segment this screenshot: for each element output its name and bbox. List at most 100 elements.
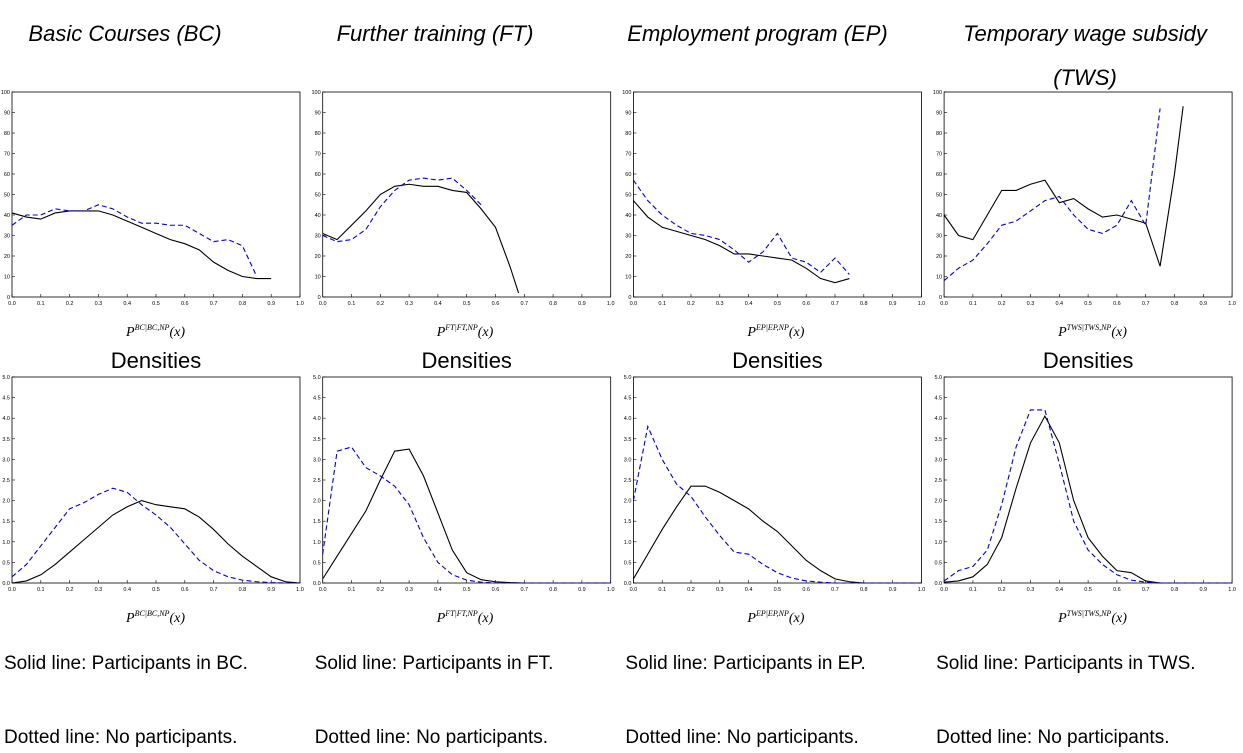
series-line (943, 106, 1184, 267)
series-line (943, 409, 1233, 584)
y-tick-label: 4.0 (934, 416, 942, 422)
series-line (322, 183, 520, 294)
y-tick-label: 90 (936, 111, 942, 117)
y-tick-label: 4.0 (2, 416, 10, 422)
x-axis-label: PEP|EP,NP(x) (746, 609, 804, 626)
x-tick-label: 0.1 (37, 587, 45, 593)
panel-title: Densities (111, 348, 201, 373)
x-tick-label: 0.0 (940, 301, 948, 307)
y-tick-label: 90 (625, 111, 631, 117)
x-tick-label: 0.7 (1142, 587, 1150, 593)
y-tick-label: 80 (315, 131, 321, 137)
y-tick-label: 2.5 (624, 478, 632, 484)
x-tick-label: 0.9 (889, 587, 897, 593)
panel: 0.0 0.1 0.2 0.3 0.4 0.5 0.6 0.7 0.8 0.9 1.0 0 10 20 30… (312, 90, 615, 340)
x-tick-label: 0.3 (1027, 587, 1035, 593)
y-tick-label: 70 (936, 152, 942, 158)
x-label-tail: (x) (1111, 611, 1127, 626)
series-line (632, 179, 850, 275)
x-tick-label: 0.9 (578, 587, 586, 593)
y-tick-label: 1.5 (934, 519, 942, 525)
x-label-base: P (746, 611, 756, 626)
x-tick-label: 0.0 (630, 301, 638, 307)
x-tick-label: 0.3 (716, 301, 724, 307)
x-tick-label: 1.0 (918, 301, 926, 307)
series-line (322, 177, 482, 243)
x-tick-label: 0.8 (860, 301, 868, 307)
x-axis-label: PBC|BC,NP(x) (125, 323, 185, 340)
y-tick-label: 3.5 (934, 437, 942, 443)
y-tick-label: 3.5 (2, 437, 10, 443)
y-tick-label: 100 (622, 90, 631, 96)
y-tick-label: 70 (625, 152, 631, 158)
panel: Densities 0.0 0.1 0.2 0.3 0.4 0.5 0.6 0.7 0.8 0.9 1… (2, 348, 303, 748)
x-label-base: P (436, 325, 446, 340)
y-tick-label: 1.5 (313, 519, 321, 525)
panel: 0.0 0.1 0.2 0.3 0.4 0.5 0.6 0.7 0.8 0.9 1.0 0 10 20 30… (933, 90, 1236, 340)
y-tick-label: 50 (315, 193, 321, 199)
x-tick-label: 0.1 (658, 301, 666, 307)
y-tick-label: 4.0 (313, 416, 321, 422)
x-tick-label: 0.4 (1055, 587, 1063, 593)
x-tick-label: 0.4 (1055, 301, 1063, 307)
x-tick-label: 0.2 (66, 301, 74, 307)
series-line (11, 487, 300, 584)
x-tick-label: 0.3 (405, 587, 413, 593)
x-tick-label: 0.8 (239, 301, 247, 307)
x-tick-label: 0.1 (37, 301, 45, 307)
x-label-sup: EP|EP,NP (755, 609, 789, 618)
x-tick-label: 0.8 (239, 587, 247, 593)
y-tick-label: 0 (939, 295, 942, 301)
x-tick-label: 1.0 (607, 587, 615, 593)
y-tick-label: 100 (933, 90, 942, 96)
y-tick-label: 4.0 (624, 416, 632, 422)
y-tick-label: 30 (936, 234, 942, 240)
y-tick-label: 3.0 (2, 457, 10, 463)
x-label-tail: (x) (478, 611, 494, 626)
y-tick-label: 30 (4, 234, 10, 240)
y-tick-label: 10 (625, 275, 631, 281)
panel: Densities 0.0 0.1 0.2 0.3 0.4 0.5 0.6 0.7 0.8 0.9 1… (624, 348, 925, 748)
x-tick-label: 0.3 (716, 587, 724, 593)
panel: 0.0 0.1 0.2 0.3 0.4 0.5 0.6 0.7 0.8 0.9 1.0 0 10 20 30… (1, 90, 304, 340)
y-tick-label: 0.0 (624, 581, 632, 587)
y-tick-label: 50 (936, 193, 942, 199)
x-tick-label: 0.9 (1199, 301, 1207, 307)
x-label-tail: (x) (789, 611, 805, 626)
series-line (322, 446, 611, 584)
x-label-sup: TWS|TWS,NP (1067, 609, 1112, 618)
x-tick-label: 0.0 (319, 587, 327, 593)
panel-title: Employment program (EP) (627, 21, 888, 46)
plot-frame (322, 376, 612, 584)
plot-frame (633, 376, 922, 584)
x-tick-label: 0.3 (1027, 301, 1035, 307)
y-tick-label: 40 (315, 213, 321, 219)
panel-title: Densities (732, 348, 822, 373)
x-label-base: P (1057, 611, 1067, 626)
x-tick-label: 0.1 (658, 587, 666, 593)
y-tick-label: 1.0 (624, 540, 632, 546)
y-tick-label: 5.0 (2, 375, 10, 381)
x-tick-label: 0.5 (463, 587, 471, 593)
panel-title: Densities (1043, 348, 1133, 373)
x-tick-label: 1.0 (607, 301, 615, 307)
series-line (11, 500, 301, 584)
x-label-base: P (746, 325, 756, 340)
x-tick-label: 0.4 (123, 587, 131, 593)
x-tick-label: 1.0 (296, 301, 304, 307)
y-tick-label: 3.0 (313, 457, 321, 463)
series-line (632, 424, 922, 584)
x-tick-label: 1.0 (296, 587, 304, 593)
x-label-sup: BC|BC,NP (135, 323, 170, 332)
x-tick-label: 0.2 (376, 301, 384, 307)
y-tick-label: 2.0 (624, 499, 632, 505)
x-tick-label: 0.9 (267, 587, 275, 593)
y-tick-label: 100 (312, 90, 321, 96)
x-label-base: P (125, 325, 135, 340)
x-label-sup: TWS|TWS,NP (1067, 323, 1112, 332)
y-tick-label: 10 (4, 275, 10, 281)
x-tick-label: 0.2 (376, 587, 384, 593)
panel-title: Temporary wage subsidy (TWS) (963, 21, 1207, 90)
y-tick-label: 2.0 (2, 499, 10, 505)
